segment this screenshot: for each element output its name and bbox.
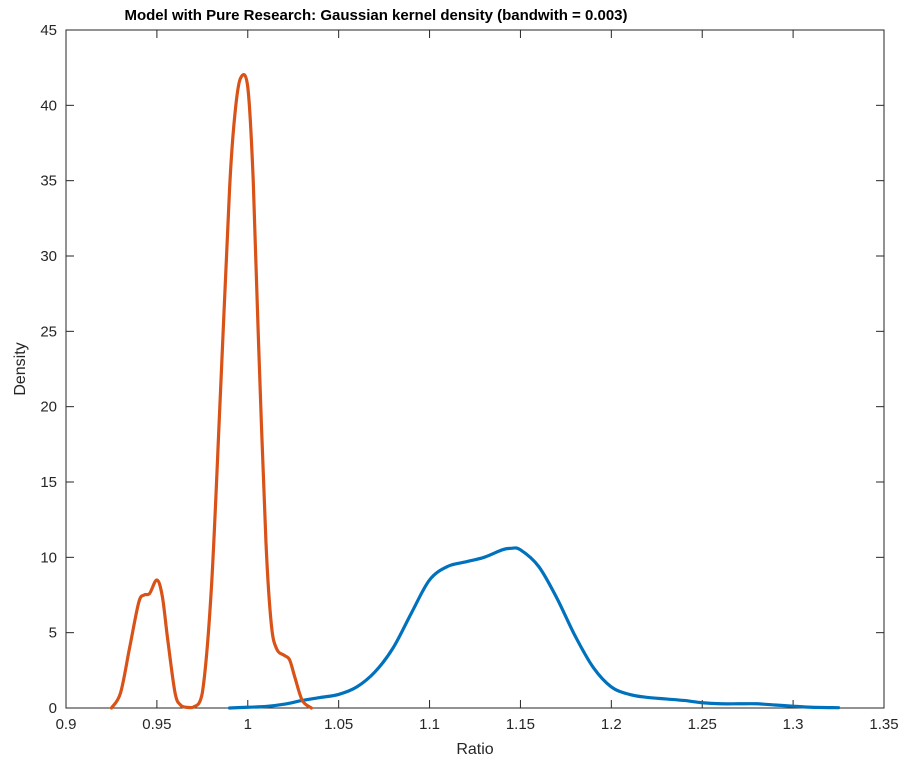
plot-area (65, 29, 885, 709)
y-tick-label: 15 (40, 474, 57, 491)
chart-title: Model with Pure Research: Gaussian kerne… (124, 7, 627, 24)
x-tick-label: 1 (244, 716, 252, 733)
y-axis-label: Density (12, 342, 29, 395)
x-tick-label: 1.1 (419, 716, 440, 733)
series-line-2 (109, 73, 313, 710)
y-tick-label: 45 (40, 22, 57, 39)
series-layer (109, 73, 841, 710)
x-tick-label: 1.15 (506, 716, 535, 733)
x-tick-label: 1.2 (601, 716, 622, 733)
y-tick-label: 10 (40, 549, 57, 566)
y-tick-label: 20 (40, 399, 57, 416)
y-tick-label: 0 (49, 700, 57, 717)
y-tick-label: 30 (40, 248, 57, 265)
x-tick-label: 1.05 (324, 716, 353, 733)
series-line-1 (228, 546, 841, 710)
y-tick-label: 5 (49, 625, 57, 642)
x-tick-label: 1.35 (869, 716, 898, 733)
x-tick-label: 0.9 (56, 716, 77, 733)
x-axis-label: Ratio (456, 741, 493, 758)
x-tick-label: 1.25 (688, 716, 717, 733)
y-tick-label: 40 (40, 97, 57, 114)
y-tick-label: 25 (40, 323, 57, 340)
x-tick-label: 1.3 (783, 716, 804, 733)
axis-ticks: 0.9 0.95 1 1.05 1.1 1.15 1.2 1.25 1.3 1.35 0 5 10 15 2… (40, 22, 898, 733)
y-tick-label: 35 (40, 173, 57, 190)
x-tick-label: 0.95 (142, 716, 171, 733)
